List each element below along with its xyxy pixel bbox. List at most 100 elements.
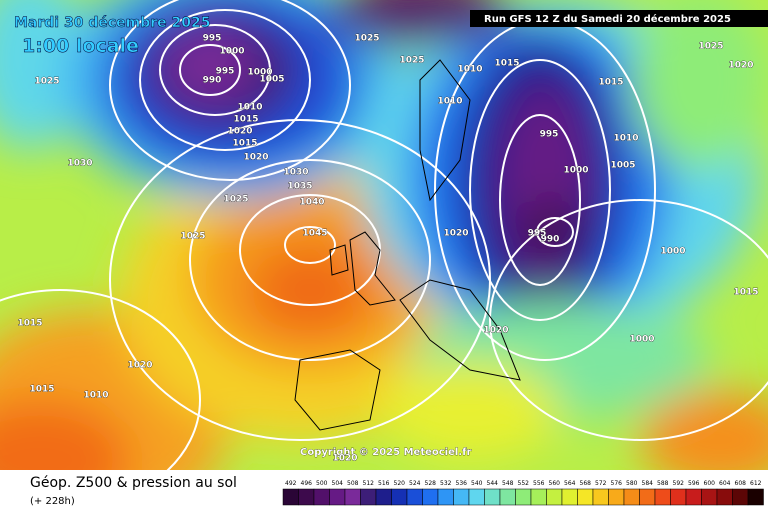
legend-level: 508 [347, 480, 359, 487]
isobar-label: 1005 [259, 75, 284, 85]
legend-level: 592 [673, 480, 685, 487]
isobar-label: 1010 [83, 391, 108, 401]
isobar-label: 1015 [233, 115, 258, 125]
isobar-label: 1020 [483, 326, 508, 336]
isobar-label: 1030 [283, 168, 308, 178]
legend-level: 604 [719, 480, 731, 487]
legend-level: 600 [704, 480, 716, 487]
legend-level: 608 [735, 480, 747, 487]
legend-level: 612 [750, 480, 762, 487]
isobar-label: 1045 [302, 229, 327, 239]
legend-swatch [313, 488, 330, 506]
isobar-label: 1025 [399, 56, 424, 66]
legend-swatch [484, 488, 501, 506]
isobar-label: 995 [540, 130, 559, 140]
legend-level: 520 [394, 480, 406, 487]
legend-level: 572 [595, 480, 607, 487]
legend-swatch [608, 488, 625, 506]
isobar-label: 1015 [494, 59, 519, 69]
legend-level: 528 [425, 480, 437, 487]
legend-level: 512 [363, 480, 375, 487]
isobar-label: 1020 [127, 361, 152, 371]
isobar-label: 1015 [17, 319, 42, 329]
legend-level: 576 [611, 480, 623, 487]
isobar-label: 995 [216, 67, 235, 77]
time: 1:00 locale [22, 35, 139, 57]
isobar-label: 1010 [437, 97, 462, 107]
coastlines [294, 59, 521, 431]
legend-swatch [375, 488, 392, 506]
legend-swatch [747, 488, 764, 506]
legend-swatch [515, 488, 532, 506]
isobar-label: 990 [541, 235, 560, 245]
legend-swatch [561, 488, 578, 506]
isobar-label: 1015 [733, 288, 758, 298]
legend-level: 504 [332, 480, 344, 487]
run-banner [470, 10, 768, 27]
isobar-label: 1000 [629, 335, 654, 345]
isobar-label: 1015 [232, 139, 257, 149]
legend-level: 524 [409, 480, 421, 487]
footer-lead: (+ 228h) [30, 496, 75, 507]
legend-swatch [701, 488, 718, 506]
date: Mardi 30 décembre 2025 [14, 15, 211, 31]
legend-swatch [437, 488, 454, 506]
isobar-labels: 9951000995990100010051010101510201015102… [17, 33, 759, 464]
legend-swatch [716, 488, 733, 506]
legend-level: 584 [642, 480, 654, 487]
isobar-label: 1020 [227, 127, 252, 137]
isobar-label: 1000 [563, 166, 588, 176]
legend-swatch [406, 488, 423, 506]
isobar-label: 1020 [728, 61, 753, 71]
legend-level: 556 [533, 480, 545, 487]
legend-swatch [732, 488, 749, 506]
isobar-label: 1010 [457, 65, 482, 75]
isobar-label: 1005 [610, 161, 635, 171]
isobar-label: 990 [203, 76, 222, 86]
legend-swatch [453, 488, 470, 506]
isobar-label: 995 [528, 229, 547, 239]
isobar-label: 1035 [287, 182, 312, 192]
color-legend: 492 496 500 504 508 512 516 520 524 528 532 536 540 5… [282, 480, 764, 506]
legend-swatch [670, 488, 687, 506]
isobar-label: 1025 [180, 232, 205, 242]
isobar-label: 1020 [332, 454, 357, 464]
legend-swatch [282, 488, 299, 506]
isobar-label: 1020 [243, 153, 268, 163]
legend-swatch [577, 488, 594, 506]
legend-level: 496 [301, 480, 313, 487]
legend-swatch [422, 488, 439, 506]
isobar-label: 1025 [354, 34, 379, 44]
legend-swatch [530, 488, 547, 506]
legend-swatch [360, 488, 377, 506]
legend-swatch [329, 488, 346, 506]
legend-level: 540 [471, 480, 483, 487]
isobar-label: 1030 [67, 159, 92, 169]
legend-swatch [639, 488, 656, 506]
isobar-label: 1015 [598, 78, 623, 88]
legend-level: 588 [657, 480, 669, 487]
legend-level: 568 [580, 480, 592, 487]
isobar-label: 1000 [660, 247, 685, 257]
copyright: Copyright © 2025 Meteociel.fr [300, 447, 471, 458]
footer-title: Géop. Z500 & pression au sol [30, 475, 237, 491]
legend-swatch [592, 488, 609, 506]
isobar-label: 1040 [299, 198, 324, 208]
isobar-label: 1025 [34, 77, 59, 87]
legend-level: 580 [626, 480, 638, 487]
legend-level: 516 [378, 480, 390, 487]
legend-level: 536 [456, 480, 468, 487]
legend-level: 500 [316, 480, 328, 487]
legend-level: 596 [688, 480, 700, 487]
legend-level: 544 [487, 480, 499, 487]
legend-level: 492 [285, 480, 297, 487]
legend-level: 560 [549, 480, 561, 487]
legend-level: 548 [502, 480, 514, 487]
legend-swatch [499, 488, 516, 506]
legend-swatch [546, 488, 563, 506]
legend-swatch [654, 488, 671, 506]
isobar-label: 1000 [219, 47, 244, 57]
